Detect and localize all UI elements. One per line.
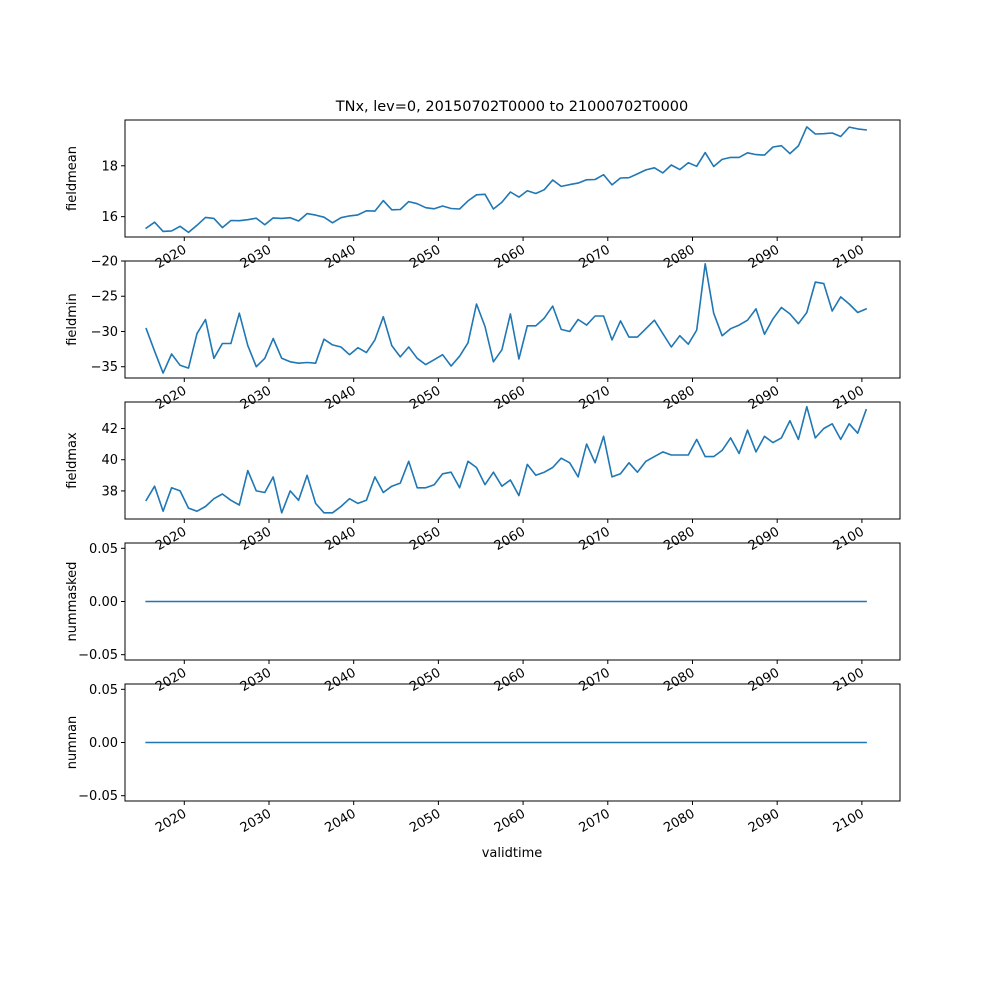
x-tick-label: 2080 xyxy=(661,383,697,413)
y-axis-label-fieldmean: fieldmean xyxy=(65,146,80,211)
x-tick-label: 2080 xyxy=(661,665,697,695)
axes-frame-fieldmax xyxy=(124,401,901,520)
x-tick-label: 2090 xyxy=(746,665,782,695)
x-tick-label: 2060 xyxy=(492,806,528,836)
x-tick-label: 2050 xyxy=(407,242,443,272)
x-tick-label: 2100 xyxy=(831,524,867,554)
x-tick-label: 2100 xyxy=(831,665,867,695)
x-tick-label: 2030 xyxy=(238,383,274,413)
x-tick-label: 2020 xyxy=(153,383,189,413)
x-tick-label: 2100 xyxy=(831,383,867,413)
x-tick-label: 2060 xyxy=(492,665,528,695)
y-tick-label: −0.05 xyxy=(78,648,118,663)
x-tick-label: 2090 xyxy=(746,806,782,836)
x-tick-label: 2030 xyxy=(238,665,274,695)
x-tick-label: 2070 xyxy=(577,806,613,836)
x-tick-label: 2050 xyxy=(407,665,443,695)
y-tick-label: −25 xyxy=(91,290,118,305)
series-line-fieldmax xyxy=(145,405,868,514)
axes-frame-fieldmean xyxy=(124,119,901,238)
x-tick-label: 2030 xyxy=(238,806,274,836)
x-tick-label: 2080 xyxy=(661,806,697,836)
y-tick-label: −0.05 xyxy=(78,789,118,804)
x-tick-label: 2060 xyxy=(492,383,528,413)
x-tick-label: 2070 xyxy=(577,524,613,554)
x-tick-label: 2070 xyxy=(577,665,613,695)
axes-frame-fieldmin xyxy=(124,260,901,379)
x-tick-label: 2050 xyxy=(407,806,443,836)
y-tick-label: −30 xyxy=(91,325,118,340)
panels: 16 18 2020 2030 2040 2050 2060 2070 2080 2090 2100… xyxy=(65,119,901,836)
x-tick-label: 2020 xyxy=(153,806,189,836)
x-tick-label: 2090 xyxy=(746,524,782,554)
chart-title: TNx, lev=0, 20150702T0000 to 21000702T00… xyxy=(335,99,689,115)
x-tick-label: 2070 xyxy=(577,242,613,272)
x-tick-label: 2040 xyxy=(323,524,359,554)
y-tick-label: 0.05 xyxy=(89,683,118,698)
x-tick-label: 2100 xyxy=(831,806,867,836)
panel-fieldmax: 38 40 42 2020 2030 2040 2050 2060 2070 2080 2090 21… xyxy=(65,401,901,554)
x-tick-label: 2040 xyxy=(323,383,359,413)
y-tick-label: 0.05 xyxy=(89,542,118,557)
panel-nummasked: −0.05 0.00 0.05 2020 2030 2040 2050 2060 2070 208… xyxy=(65,542,901,695)
x-tick-label: 2090 xyxy=(746,383,782,413)
y-tick-label: 40 xyxy=(101,453,118,468)
x-tick-label: 2020 xyxy=(153,524,189,554)
y-tick-label: 0.00 xyxy=(89,595,118,610)
y-axis-label-nummasked: nummasked xyxy=(65,562,80,642)
series-line-fieldmin xyxy=(145,262,868,374)
x-tick-label: 2040 xyxy=(323,665,359,695)
x-tick-label: 2090 xyxy=(746,242,782,272)
series-line-fieldmean xyxy=(145,126,867,234)
y-tick-label: 16 xyxy=(101,210,118,225)
y-tick-label: −35 xyxy=(91,360,118,375)
x-tick-label: 2020 xyxy=(153,665,189,695)
panel-fieldmean: 16 18 2020 2030 2040 2050 2060 2070 2080 2090 2100… xyxy=(65,119,901,272)
x-tick-label: 2050 xyxy=(407,383,443,413)
y-axis-label-fieldmax: fieldmax xyxy=(65,432,80,489)
y-axis-label-numnan: numnan xyxy=(65,716,80,770)
x-tick-label: 2020 xyxy=(153,242,189,272)
x-tick-label: 2060 xyxy=(492,242,528,272)
y-tick-label: −20 xyxy=(91,255,118,270)
x-tick-label: 2080 xyxy=(661,242,697,272)
x-tick-label: 2030 xyxy=(238,242,274,272)
x-tick-label: 2080 xyxy=(661,524,697,554)
x-tick-label: 2050 xyxy=(407,524,443,554)
x-axis-label: validtime xyxy=(482,846,543,861)
y-axis-label-fieldmin: fieldmin xyxy=(65,293,80,346)
panel-fieldmin: −35 −30 −25 −20 2020 2030 2040 2050 2060 2070 2080… xyxy=(65,255,901,413)
panel-numnan: −0.05 0.00 0.05 2020 2030 2040 2050 2060 2070 208… xyxy=(65,683,901,836)
y-tick-label: 0.00 xyxy=(89,736,118,751)
y-tick-label: 38 xyxy=(101,484,118,499)
x-tick-label: 2060 xyxy=(492,524,528,554)
x-tick-label: 2100 xyxy=(831,242,867,272)
x-tick-label: 2040 xyxy=(323,242,359,272)
x-tick-label: 2030 xyxy=(238,524,274,554)
x-tick-label: 2040 xyxy=(323,806,359,836)
y-tick-label: 42 xyxy=(101,422,118,437)
x-tick-label: 2070 xyxy=(577,383,613,413)
y-tick-label: 18 xyxy=(101,159,118,174)
